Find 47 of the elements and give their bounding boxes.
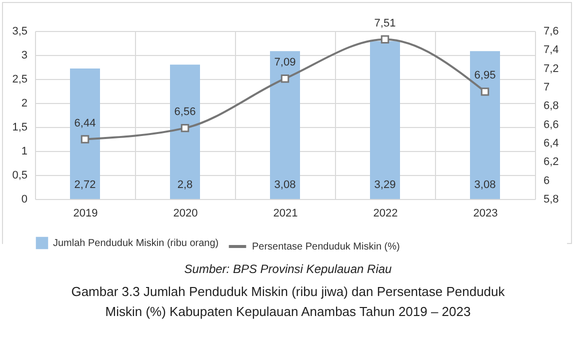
y-tick-label: 0,5 bbox=[12, 170, 28, 182]
legend-label: Persentase Penduduk Miskin (%) bbox=[252, 242, 400, 252]
point bbox=[180, 124, 190, 132]
bar bbox=[270, 51, 300, 199]
point bbox=[280, 74, 290, 83]
bar bbox=[170, 64, 200, 199]
data-label: 6,44 bbox=[74, 117, 96, 130]
data-label: 2,8 bbox=[177, 179, 193, 191]
y2-tick-label: 6,4 bbox=[544, 138, 559, 150]
data-label: 3,08 bbox=[474, 179, 496, 191]
data-label: 7,51 bbox=[374, 17, 396, 30]
y-tick-label: 2 bbox=[21, 98, 28, 110]
legend-label: Jumlah Penduduk Miskin (ribu orang) bbox=[53, 238, 219, 249]
data-label: 6,95 bbox=[474, 70, 496, 82]
text: Sumber: BPS Provinsi Kepulauan Riau bbox=[183, 262, 393, 276]
y-tick-label: 3 bbox=[21, 50, 28, 62]
x-tick-label: 2021 bbox=[273, 208, 298, 220]
y-tick-label: 1 bbox=[21, 146, 28, 158]
data-label: 2,72 bbox=[74, 179, 96, 191]
text: Gambar 3.3 Jumlah Penduduk Miskin (ribu jiwa) dan Persentase Penduduk Miskin (%) Kabupaten Kepulauan Anambas Tahun 2019 – 2023 bbox=[70, 283, 506, 321]
data-label: 3,08 bbox=[274, 179, 296, 191]
y2-tick-label: 6 bbox=[544, 174, 550, 187]
y2-tick-label: 7,6 bbox=[544, 26, 559, 38]
y-tick-label: 3,5 bbox=[12, 26, 28, 38]
point bbox=[80, 135, 90, 144]
point bbox=[480, 88, 490, 96]
y2-tick-label: 6,2 bbox=[544, 156, 559, 168]
x-tick-label: 2019 bbox=[73, 208, 98, 220]
y-tick-label: 1,5 bbox=[12, 122, 28, 134]
y2-tick-label: 6,6 bbox=[544, 118, 559, 131]
y-tick-label: 2,5 bbox=[12, 74, 28, 86]
data-label: 6,56 bbox=[174, 106, 196, 118]
x-tick-label: 2023 bbox=[473, 208, 498, 220]
y2-tick-label: 7,2 bbox=[544, 62, 559, 75]
bar bbox=[470, 51, 500, 199]
y2-tick-label: 6,8 bbox=[544, 100, 559, 112]
data-label: 7,09 bbox=[274, 56, 296, 69]
bar bbox=[70, 68, 100, 199]
point bbox=[380, 35, 390, 44]
data-label: 3,29 bbox=[374, 179, 396, 191]
y2-tick-label: 7 bbox=[544, 82, 550, 94]
bar bbox=[370, 41, 400, 199]
y2-tick-label: 5,8 bbox=[544, 194, 559, 206]
y2-tick-label: 7,4 bbox=[544, 44, 559, 56]
y-tick-label: 0 bbox=[21, 194, 28, 206]
x-tick-label: 2020 bbox=[173, 208, 198, 220]
x-tick-label: 2022 bbox=[373, 208, 398, 220]
